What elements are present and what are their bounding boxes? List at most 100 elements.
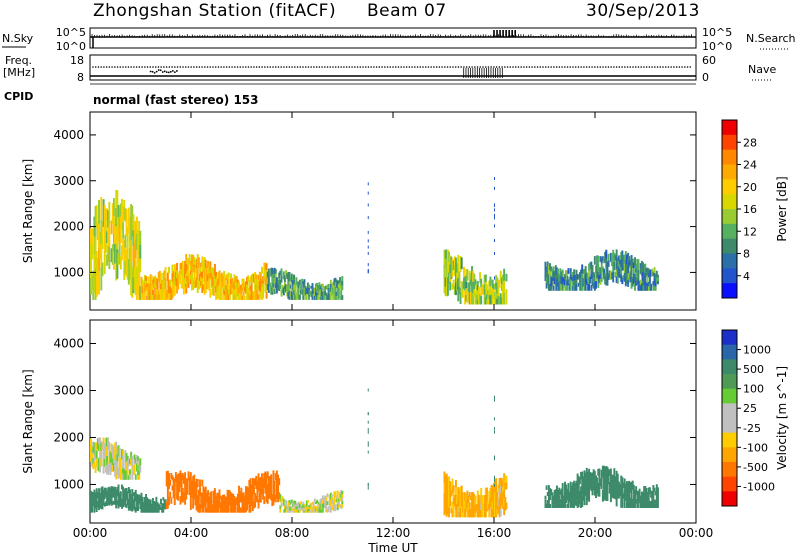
velocity-echo-cell — [131, 456, 134, 465]
nave-dot — [168, 66, 171, 68]
power-echo-cell — [490, 294, 493, 300]
power-echo-cell — [201, 256, 204, 264]
velocity-echo-cell — [118, 457, 121, 468]
power-echo-cell — [464, 276, 467, 291]
velocity-echo-cell — [278, 478, 281, 486]
velocity-echo-cell — [90, 438, 92, 451]
nave-dot — [175, 70, 178, 72]
power-echo-cell — [302, 287, 305, 294]
velocity-echo-cell — [620, 491, 623, 500]
velocity-echo-cell — [341, 494, 344, 498]
power-echo-cell — [286, 290, 289, 297]
velocity-echo-cell — [132, 492, 135, 497]
power-echo-cell — [479, 272, 482, 283]
velocity-echo-cell — [217, 499, 220, 507]
power-sparse-echo — [494, 213, 495, 217]
power-echo-cell — [150, 275, 153, 284]
velocity-echo-cell — [100, 450, 103, 459]
velocity-echo-cell — [586, 481, 589, 491]
velocity-echo-cell — [474, 495, 477, 501]
velocity-echo-cell — [646, 501, 649, 505]
power-echo-cell — [114, 243, 117, 264]
power-echo-cell — [213, 275, 216, 288]
power-echo-cell — [265, 284, 268, 292]
velocity-echo-cell — [452, 485, 455, 492]
power-sparse-echo — [367, 203, 369, 207]
power-echo-cell — [630, 268, 633, 276]
power-echo-cell — [650, 283, 653, 291]
velocity-echo-cell — [562, 501, 565, 508]
velocity-echo-cell — [127, 487, 130, 493]
velocity-echo-cell — [496, 497, 499, 503]
power-echo-cell — [483, 294, 486, 305]
velocity-echo-cell — [273, 494, 276, 502]
power-echo-cell — [590, 261, 593, 268]
power-echo-cell — [272, 282, 275, 288]
power-echo-cell — [106, 208, 109, 220]
power-echo-cell — [297, 293, 300, 300]
power-colorbar-swatch — [722, 164, 737, 180]
velocity-echo-cell — [621, 477, 624, 484]
velocity-echo-cell — [640, 491, 643, 495]
velocity-echo-cell — [104, 438, 107, 445]
velocity-echo-cell — [153, 508, 156, 511]
velocity-echo-cell — [112, 500, 115, 505]
power-echo-cell — [270, 267, 273, 277]
power-echo-cell — [568, 276, 571, 284]
xtick-label: 08:00 — [275, 526, 310, 540]
velocity-echo-cell — [598, 489, 601, 497]
velocity-echo-cell — [117, 484, 120, 490]
velocity-echo-cell — [631, 498, 634, 508]
velocity-echo-cell — [203, 502, 206, 508]
power-echo-cell — [328, 290, 331, 294]
xtick-label: 20:00 — [578, 526, 613, 540]
nave-dot — [307, 66, 310, 68]
power-echo-cell — [273, 288, 276, 295]
power-echo-cell — [459, 287, 462, 305]
nave-dot — [100, 66, 102, 68]
power-echo-cell — [340, 280, 343, 286]
velocity-sparse-echo — [494, 479, 495, 483]
power-echo-cell — [156, 284, 159, 290]
velocity-echo-cell — [464, 509, 467, 518]
velocity-echo-cell — [616, 479, 619, 487]
power-echo-cell — [251, 273, 254, 283]
power-echo-cell — [168, 266, 170, 274]
nave-dot — [403, 66, 405, 68]
nave-dot — [604, 66, 607, 68]
velocity-echo-cell — [454, 487, 457, 495]
velocity-echo-cell — [126, 494, 129, 499]
velocity-echo-cell — [485, 499, 488, 506]
velocity-echo-cell — [119, 491, 122, 497]
power-echo-cell — [242, 291, 245, 296]
velocity-echo-cell — [127, 461, 130, 467]
power-echo-cell — [448, 262, 451, 273]
velocity-echo-cell — [242, 492, 245, 498]
velocity-echo-cell — [111, 451, 114, 459]
velocity-echo-cell — [269, 487, 271, 493]
velocity-echo-cell — [103, 443, 106, 452]
nave-dot — [105, 66, 108, 68]
velocity-echo-cell — [500, 478, 503, 488]
power-echo-cell — [477, 286, 480, 296]
power-echo-cell — [223, 276, 226, 283]
velocity-echo-cell — [332, 499, 335, 505]
velocity-echo-cell — [288, 500, 291, 503]
velocity-echo-cell — [101, 492, 104, 498]
velocity-echo-cell — [130, 505, 133, 512]
velocity-echo-cell — [272, 493, 275, 506]
velocity-echo-cell — [131, 504, 134, 512]
power-echo-cell — [624, 251, 627, 260]
power-echo-cell — [123, 239, 126, 260]
nave-dot — [155, 70, 158, 73]
nave-dot — [474, 66, 476, 68]
velocity-echo-cell — [226, 497, 229, 506]
nave-dot — [236, 66, 239, 68]
power-echo-cell — [648, 269, 651, 277]
power-echo-cell — [496, 293, 499, 300]
power-echo-cell — [573, 280, 576, 286]
power-echo-cell — [129, 247, 131, 264]
power-echo-cell — [218, 290, 221, 300]
power-echo-cell — [176, 278, 179, 286]
power-echo-cell — [208, 278, 211, 285]
